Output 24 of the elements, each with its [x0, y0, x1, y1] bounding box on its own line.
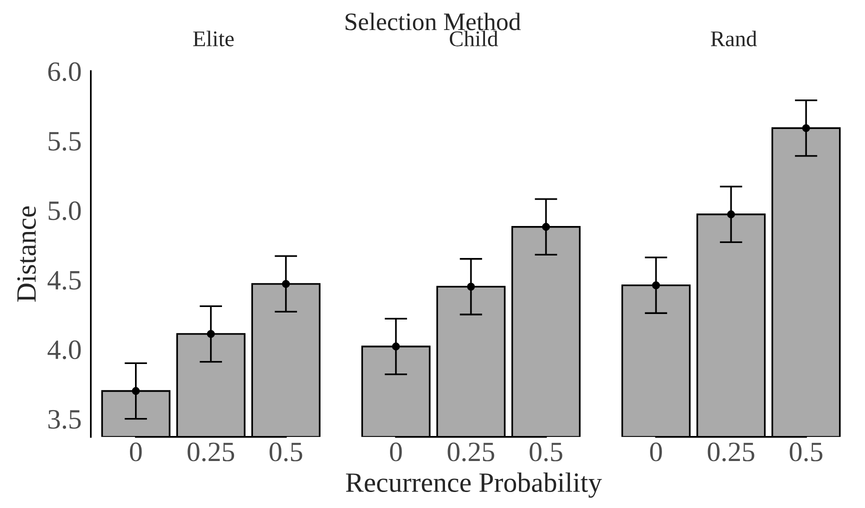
x-tick-label: 0.5: [790, 442, 822, 462]
y-tick-label: 4.0: [48, 340, 81, 360]
x-axis-title: Recurrence Probability: [346, 472, 602, 498]
x-tick-label: 0.5: [270, 442, 302, 462]
x-tick-label: 0: [390, 442, 402, 462]
y-tick-label: 6.0: [48, 62, 81, 82]
y-tick-label: 4.5: [48, 271, 81, 290]
y-axis-title: Distance: [17, 206, 36, 302]
x-tick-label: 0.25: [448, 442, 494, 462]
chart-title: Rand: [710, 30, 757, 46]
y-tick-label: 5.0: [48, 201, 81, 220]
chart-title: Elite: [193, 30, 234, 46]
y-tick-label: 3.5: [48, 410, 81, 429]
x-tick-label: 0: [130, 442, 142, 462]
x-tick-label: 0.5: [530, 442, 562, 462]
x-tick-label: 0.25: [188, 442, 234, 462]
chart-title: Child: [450, 30, 498, 46]
point: [282, 280, 290, 288]
text: Selection Method: [346, 12, 521, 30]
point: [206, 330, 215, 338]
point: [132, 387, 140, 395]
y-tick-label: 5.5: [48, 132, 81, 151]
x-tick-label: 0.25: [708, 442, 754, 462]
x-tick-label: 0: [650, 442, 662, 462]
